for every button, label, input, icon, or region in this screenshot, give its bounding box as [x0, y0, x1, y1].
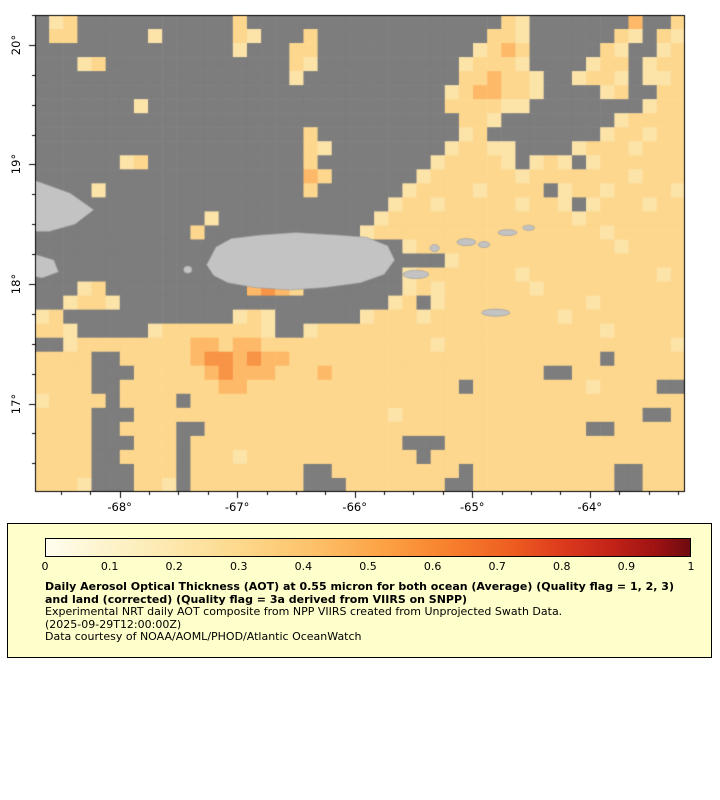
colorbar-tick-label: 0.2	[165, 560, 183, 573]
legend-text-block: Daily Aerosol Optical Thickness (AOT) at…	[45, 580, 700, 644]
aot-raster-canvas	[0, 0, 720, 523]
colorbar-tick-label: 1	[687, 560, 695, 573]
colorbar-tick-label: 0.5	[359, 560, 377, 573]
legend-title: Daily Aerosol Optical Thickness (AOT) at…	[45, 580, 674, 606]
lon-tick-label: -64°	[577, 500, 603, 514]
lon-tick-label: -67°	[224, 500, 250, 514]
legend-panel: 0 0.1 0.2 0.3 0.4 0.5 0.6 0.7 0.8 0.9 1 Daily Aero…	[7, 523, 712, 658]
colorbar-tick-label: 0.4	[294, 560, 313, 573]
colorbar-tick-label: 0.7	[488, 560, 506, 573]
legend-timestamp: (2025-09-29T12:00:00Z)	[45, 617, 182, 631]
lat-tick-label: 20°	[9, 34, 23, 56]
colorbar-tick-label: 0.9	[617, 560, 636, 573]
lon-tick-label: -68°	[107, 500, 132, 514]
colorbar-tick-label: 0.8	[553, 560, 571, 573]
colorbar-tick-label: 0.1	[100, 560, 119, 573]
lat-tick-label: 19°	[9, 154, 23, 175]
colorbar-tick-label: 0.3	[230, 560, 248, 573]
lat-tick-label: 17°	[9, 393, 23, 414]
lon-tick-label: -65°	[459, 500, 485, 514]
colorbar-tick-label: 0.6	[423, 560, 442, 573]
lat-tick-label: 18°	[9, 273, 23, 295]
aot-map: -68° -67° -66° -65° -64° 20° 19° 18° 17°	[0, 0, 720, 523]
colorbar-scale: 0 0.1 0.2 0.3 0.4 0.5 0.6 0.7 0.8 0.9 1	[41, 560, 695, 574]
legend-description: Experimental NRT daily AOT composite fro…	[45, 605, 563, 619]
colorbar-tick-label: 0	[41, 560, 49, 573]
lon-tick-label: -66°	[342, 500, 367, 514]
colorbar-gradient	[45, 538, 691, 557]
legend-credit: Data courtesy of NOAA/AOML/PHOD/Atlantic…	[45, 630, 362, 644]
